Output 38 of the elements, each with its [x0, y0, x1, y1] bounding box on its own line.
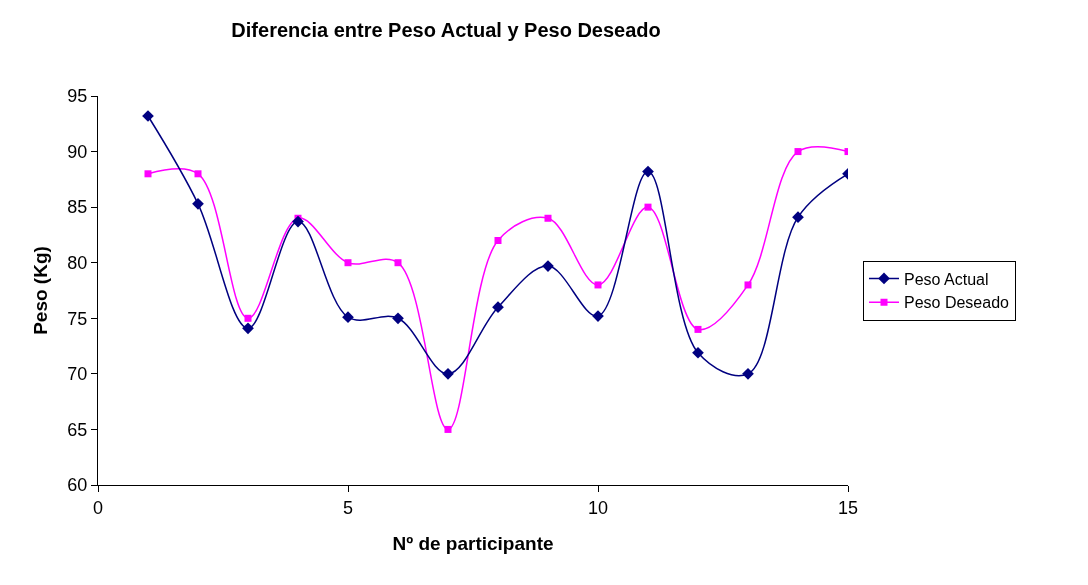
point — [692, 346, 704, 359]
point — [744, 281, 752, 289]
point — [242, 322, 254, 335]
x-axis-title: Nº de participante — [392, 533, 554, 555]
x-tick-label: 5 — [342, 497, 354, 518]
legend-label: Peso Deseado — [904, 294, 1010, 312]
point — [292, 215, 304, 228]
point — [244, 314, 252, 322]
y-tick-label: 80 — [67, 253, 88, 274]
y-tick-label: 70 — [67, 364, 88, 385]
point — [492, 301, 504, 314]
point — [392, 312, 404, 325]
y-tick-label: 60 — [67, 475, 88, 496]
legend-label: Peso Actual — [904, 270, 989, 288]
point — [344, 259, 352, 267]
y-tick-label: 85 — [67, 197, 88, 218]
point — [494, 236, 502, 244]
y-tick-label: 90 — [67, 141, 88, 162]
x-tick-label: 10 — [587, 497, 609, 518]
point — [594, 281, 602, 289]
y-tick-label: 75 — [67, 308, 88, 329]
point — [544, 214, 552, 222]
point — [694, 325, 702, 333]
point — [394, 259, 402, 267]
point — [192, 197, 204, 210]
x-tick-label: 0 — [92, 497, 104, 518]
point — [194, 170, 202, 178]
chart-title: Diferencia entre Peso Actual y Peso Deseado — [231, 19, 661, 42]
point — [144, 170, 152, 178]
point — [342, 311, 354, 324]
x-tick-label: 15 — [837, 497, 859, 518]
y-axis-title: Peso (Kg) — [30, 246, 52, 335]
point — [644, 203, 652, 211]
point — [642, 165, 654, 178]
point — [794, 148, 802, 156]
y-tick-label: 65 — [67, 419, 88, 440]
point — [444, 425, 452, 433]
y-tick-label: 95 — [67, 86, 88, 107]
